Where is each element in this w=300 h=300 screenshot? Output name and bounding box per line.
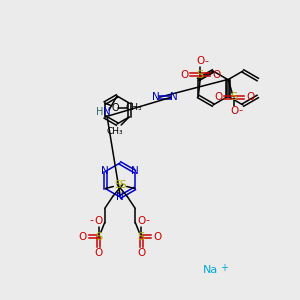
Text: O: O (196, 56, 204, 65)
Text: N: N (170, 92, 178, 102)
Text: O: O (94, 248, 103, 257)
Text: -: - (90, 215, 94, 226)
Text: N: N (116, 192, 124, 202)
Text: O: O (79, 232, 87, 242)
Text: S: S (138, 232, 145, 242)
Text: -: - (238, 106, 242, 116)
Text: O: O (230, 106, 238, 116)
Text: N: N (152, 92, 160, 102)
Text: O: O (137, 248, 146, 257)
Text: O: O (246, 92, 254, 103)
Text: S: S (114, 179, 121, 190)
Text: O: O (180, 70, 188, 80)
Text: CH₃: CH₃ (107, 127, 123, 136)
Text: O: O (212, 70, 220, 80)
Text: O: O (214, 92, 222, 103)
Text: Na: Na (202, 265, 217, 275)
Text: N: N (101, 167, 109, 176)
Text: S: S (119, 179, 126, 190)
Text: CH₃: CH₃ (126, 103, 142, 112)
Text: O: O (137, 215, 146, 226)
Text: S: S (231, 92, 238, 103)
Text: N: N (131, 167, 139, 176)
Text: H: H (96, 107, 104, 117)
Text: S: S (95, 232, 102, 242)
Text: S: S (197, 70, 204, 80)
Text: -: - (145, 215, 149, 226)
Text: +: + (220, 263, 228, 273)
Text: O: O (153, 232, 161, 242)
Text: O: O (94, 215, 103, 226)
Text: O: O (111, 103, 119, 113)
Text: N: N (103, 107, 111, 117)
Text: -: - (204, 56, 208, 67)
